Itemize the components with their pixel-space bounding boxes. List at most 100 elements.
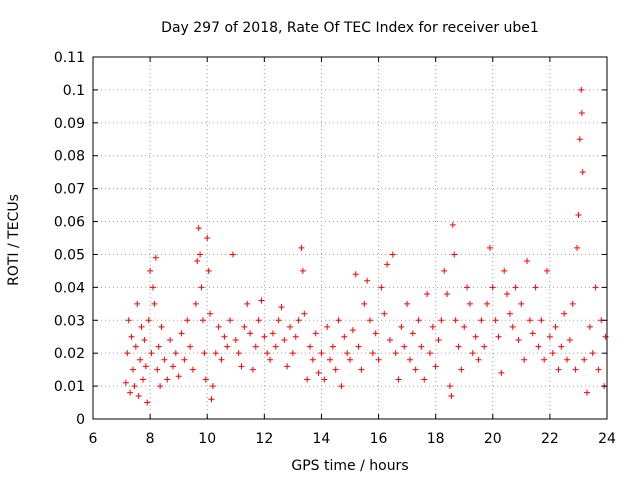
data-point: [192, 300, 199, 307]
x-tick-label: 18: [427, 431, 445, 447]
data-point: [278, 304, 285, 311]
data-point: [555, 366, 562, 373]
data-point: [398, 323, 405, 330]
data-point: [506, 310, 513, 317]
data-point: [435, 337, 442, 344]
data-point: [124, 350, 131, 357]
data-point: [369, 350, 376, 357]
data-point: [484, 300, 491, 307]
axis-ticks: 6 8 10 12 14 16 18 20 22 24 0 0.01 0.02 0.03 0.04 0.05 0…: [54, 50, 616, 447]
data-point: [364, 277, 371, 284]
y-tick-label: 0.1: [63, 83, 85, 99]
data-point: [309, 356, 316, 363]
data-point: [375, 356, 382, 363]
data-point: [498, 369, 505, 376]
data-point: [167, 337, 174, 344]
data-point: [541, 356, 548, 363]
data-point: [361, 300, 368, 307]
data-point: [518, 300, 525, 307]
data-point: [289, 350, 296, 357]
data-point: [581, 356, 588, 363]
y-tick-label: 0.09: [54, 116, 85, 132]
data-point: [564, 356, 571, 363]
data-point: [415, 317, 422, 324]
data-point: [147, 267, 154, 274]
data-point: [151, 300, 158, 307]
chart-title: Day 297 of 2018, Rate Of TEC Index for r…: [161, 20, 539, 36]
data-point: [315, 369, 322, 376]
data-point: [134, 300, 141, 307]
data-point: [504, 290, 511, 297]
data-point: [521, 356, 528, 363]
data-point: [272, 343, 279, 350]
data-point: [358, 366, 365, 373]
data-point: [269, 330, 276, 337]
data-point: [449, 221, 456, 228]
data-point: [137, 356, 144, 363]
data-point: [386, 337, 393, 344]
data-point: [304, 376, 311, 383]
data-point: [281, 337, 288, 344]
data-point: [178, 330, 185, 337]
data-point: [574, 244, 581, 251]
data-point: [184, 317, 191, 324]
data-point: [592, 284, 599, 291]
data-point: [149, 284, 156, 291]
data-point: [197, 251, 204, 258]
data-point: [404, 300, 411, 307]
data-point: [157, 383, 164, 390]
data-point: [421, 376, 428, 383]
y-tick-label: 0.03: [54, 313, 85, 329]
data-point: [154, 366, 161, 373]
data-point: [169, 363, 176, 370]
data-point: [501, 267, 508, 274]
x-tick-label: 6: [89, 431, 98, 447]
data-point: [198, 284, 205, 291]
data-point: [127, 389, 134, 396]
data-point: [292, 333, 299, 340]
data-point: [139, 376, 146, 383]
data-point: [526, 317, 533, 324]
data-point: [218, 356, 225, 363]
data-point: [131, 383, 138, 390]
data-point: [287, 323, 294, 330]
x-tick-label: 20: [484, 431, 502, 447]
data-point: [175, 373, 182, 380]
data-point: [409, 330, 416, 337]
data-point: [164, 376, 171, 383]
data-point: [215, 323, 222, 330]
data-point: [189, 366, 196, 373]
data-point: [438, 317, 445, 324]
data-point: [524, 258, 531, 265]
data-point: [529, 330, 536, 337]
data-point: [224, 343, 231, 350]
x-tick-label: 16: [370, 431, 388, 447]
data-point: [489, 284, 496, 291]
data-point: [327, 356, 334, 363]
data-point: [138, 323, 145, 330]
x-tick-label: 24: [598, 431, 616, 447]
data-point: [307, 343, 314, 350]
x-tick-label: 10: [198, 431, 216, 447]
data-point: [148, 350, 155, 357]
data-point: [446, 383, 453, 390]
data-point: [312, 330, 319, 337]
data-point: [458, 366, 465, 373]
data-point: [395, 376, 402, 383]
y-tick-label: 0.06: [54, 215, 85, 231]
data-point: [244, 300, 251, 307]
data-point: [249, 366, 256, 373]
data-point: [247, 330, 254, 337]
x-tick-label: 12: [255, 431, 273, 447]
data-point: [384, 261, 391, 268]
data-point: [347, 356, 353, 363]
data-point: [372, 330, 379, 337]
data-point: [569, 300, 576, 307]
data-point: [267, 356, 274, 363]
data-point: [332, 366, 339, 373]
data-point: [381, 310, 388, 317]
data-point: [366, 317, 373, 324]
data-point: [208, 396, 215, 403]
data-point: [321, 376, 328, 383]
